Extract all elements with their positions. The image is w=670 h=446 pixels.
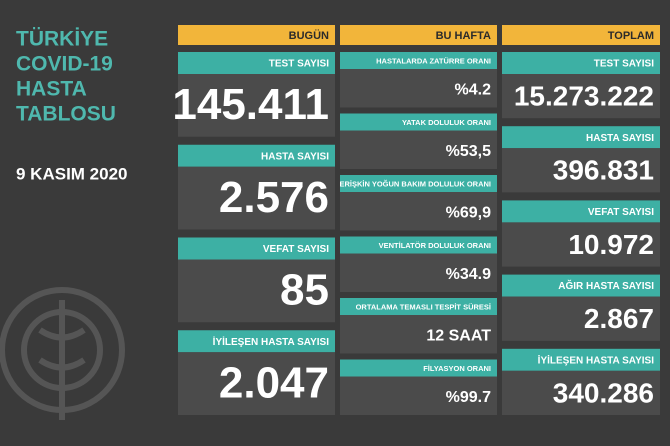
item-value-box bbox=[340, 192, 497, 231]
item-value: 145.411 bbox=[172, 80, 329, 129]
item-value: 340.286 bbox=[553, 377, 654, 408]
item-value-box bbox=[340, 253, 497, 292]
item-value: 15.273.222 bbox=[514, 80, 654, 111]
item-value: 2.867 bbox=[584, 303, 654, 334]
date: 9 KASIM 2020 bbox=[16, 164, 128, 183]
item-value-box bbox=[340, 315, 497, 354]
item-label-bar bbox=[502, 348, 660, 371]
item-label-bar bbox=[340, 113, 497, 131]
item-value-box bbox=[502, 222, 660, 267]
logo-watermark bbox=[0, 287, 125, 420]
item-value: %4.2 bbox=[455, 81, 492, 98]
item-label-bar bbox=[178, 237, 335, 260]
column-heading: BUGÜN bbox=[289, 29, 329, 42]
item-value: 85 bbox=[280, 266, 329, 315]
item-label-bar bbox=[502, 52, 660, 74]
item-label: İYİLEŞEN HASTA SAYISI bbox=[213, 335, 330, 348]
item-label: ERİŞKİN YOĞUN BAKIM DOLULUK ORANI bbox=[339, 179, 491, 188]
item-label: AĞIR HASTA SAYISI bbox=[558, 279, 654, 292]
item-value-box bbox=[340, 130, 497, 169]
item-value-box bbox=[340, 69, 497, 108]
item-value-box bbox=[502, 296, 660, 341]
column-heading-bar bbox=[502, 25, 660, 45]
item-label-bar bbox=[340, 359, 497, 377]
item-label-bar bbox=[340, 175, 497, 192]
item-label: VEFAT SAYISI bbox=[588, 207, 654, 218]
item-label: VENTİLATÖR DOLULUK ORANI bbox=[379, 241, 491, 250]
item-label: İYİLEŞEN HASTA SAYISI bbox=[538, 353, 655, 366]
item-label-bar bbox=[178, 330, 335, 353]
item-label: YATAK DOLULUK ORANI bbox=[402, 118, 491, 127]
item-label-bar bbox=[502, 126, 660, 149]
item-label: TEST SAYISI bbox=[269, 59, 329, 70]
item-label-bar bbox=[340, 52, 497, 69]
item-value: 2.576 bbox=[219, 173, 329, 222]
item-label-bar bbox=[502, 200, 660, 223]
title-line: COVID-19 bbox=[16, 53, 113, 76]
item-value-box bbox=[502, 148, 660, 193]
item-value-box bbox=[178, 74, 335, 137]
item-label-bar bbox=[340, 298, 497, 315]
title-line: TABLOSU bbox=[16, 103, 116, 126]
item-label: HASTA SAYISI bbox=[586, 133, 654, 144]
item-value-box bbox=[502, 74, 660, 119]
item-label-bar bbox=[178, 144, 335, 167]
item-value-box bbox=[178, 352, 335, 415]
item-label: HASTA SAYISI bbox=[261, 151, 329, 162]
item-value-box bbox=[340, 376, 497, 415]
column-heading-bar bbox=[178, 25, 335, 45]
item-value: %99.7 bbox=[446, 389, 491, 406]
item-label: VEFAT SAYISI bbox=[263, 244, 329, 255]
item-label: ORTALAMA TEMASLI TESPİT SÜRESİ bbox=[356, 302, 491, 311]
item-label: TEST SAYISI bbox=[594, 59, 654, 70]
item-label: FİLYASYON ORANI bbox=[423, 364, 491, 373]
item-value: 10.972 bbox=[568, 229, 654, 260]
item-label-bar bbox=[340, 236, 497, 254]
column-heading: BU HAFTA bbox=[436, 30, 491, 42]
column-heading: TOPLAM bbox=[608, 30, 654, 42]
title-line: HASTA bbox=[16, 78, 87, 101]
item-value: %53,5 bbox=[446, 143, 491, 160]
item-value: %69,9 bbox=[446, 204, 491, 221]
item-label-bar bbox=[502, 274, 660, 297]
item-label: HASTALARDA ZATÜRRE ORANI bbox=[376, 56, 491, 65]
item-label-bar bbox=[178, 52, 335, 74]
item-value: 12 SAAT bbox=[426, 327, 491, 344]
item-value: 396.831 bbox=[553, 155, 654, 186]
column-heading-bar bbox=[340, 25, 497, 45]
item-value-box bbox=[502, 370, 660, 415]
title-line: TÜRKİYE bbox=[16, 28, 108, 51]
item-value: %34.9 bbox=[446, 266, 491, 283]
item-value-box bbox=[178, 259, 335, 323]
item-value-box bbox=[178, 166, 335, 230]
item-value: 2.047 bbox=[219, 358, 329, 407]
